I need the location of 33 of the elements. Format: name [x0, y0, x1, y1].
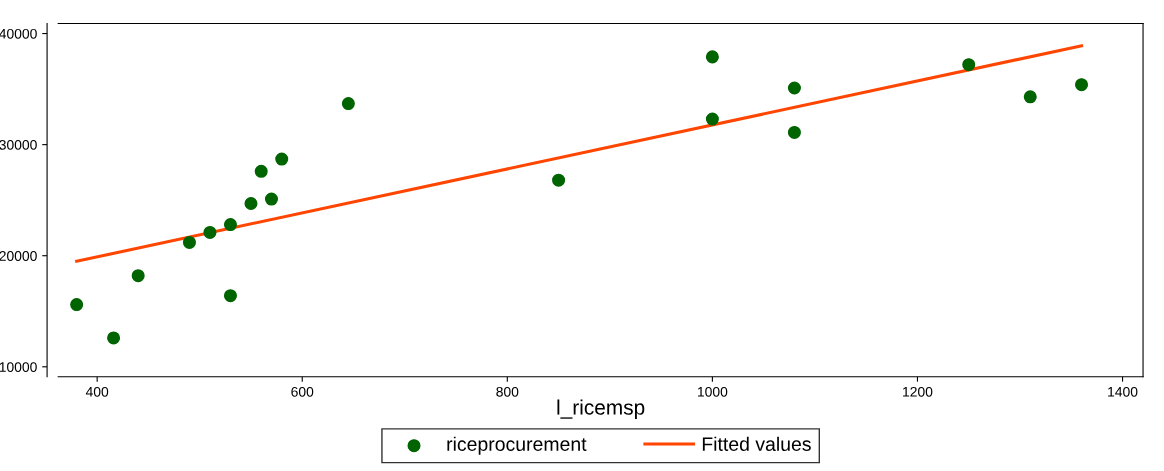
point: [552, 173, 566, 187]
x-tick-label: 400: [85, 386, 109, 397]
legend-label: riceprocurement: [447, 436, 587, 455]
point: [107, 331, 121, 345]
x-tick-label: 1000: [698, 386, 728, 397]
point: [1075, 78, 1089, 92]
point: [254, 164, 268, 178]
point: [223, 289, 237, 303]
point: [264, 192, 278, 206]
x-axis-title: l_ricemsp: [557, 399, 645, 419]
point: [70, 298, 84, 312]
point: [131, 269, 145, 283]
x-tick-label: 1400: [1108, 386, 1138, 397]
y-tick-label: 40000: [0, 28, 37, 39]
point: [223, 218, 237, 232]
point: [705, 112, 719, 126]
x-tick-label: 800: [496, 386, 519, 397]
point: [787, 125, 801, 139]
point: [962, 58, 976, 72]
x-tick-label: 600: [291, 386, 314, 397]
legend-label: Fitted values: [702, 436, 811, 451]
y-tick-label: 10000: [0, 362, 37, 372]
point: [275, 152, 289, 166]
point: [705, 50, 719, 64]
point: [787, 81, 801, 95]
point: [182, 235, 196, 249]
y-tick-label: 20000: [0, 251, 37, 261]
point: [341, 97, 355, 111]
point: [203, 225, 217, 239]
x-tick-label: 1200: [903, 386, 933, 397]
point: [1023, 90, 1037, 104]
y-tick-label: 30000: [0, 139, 37, 150]
point: [244, 197, 258, 211]
